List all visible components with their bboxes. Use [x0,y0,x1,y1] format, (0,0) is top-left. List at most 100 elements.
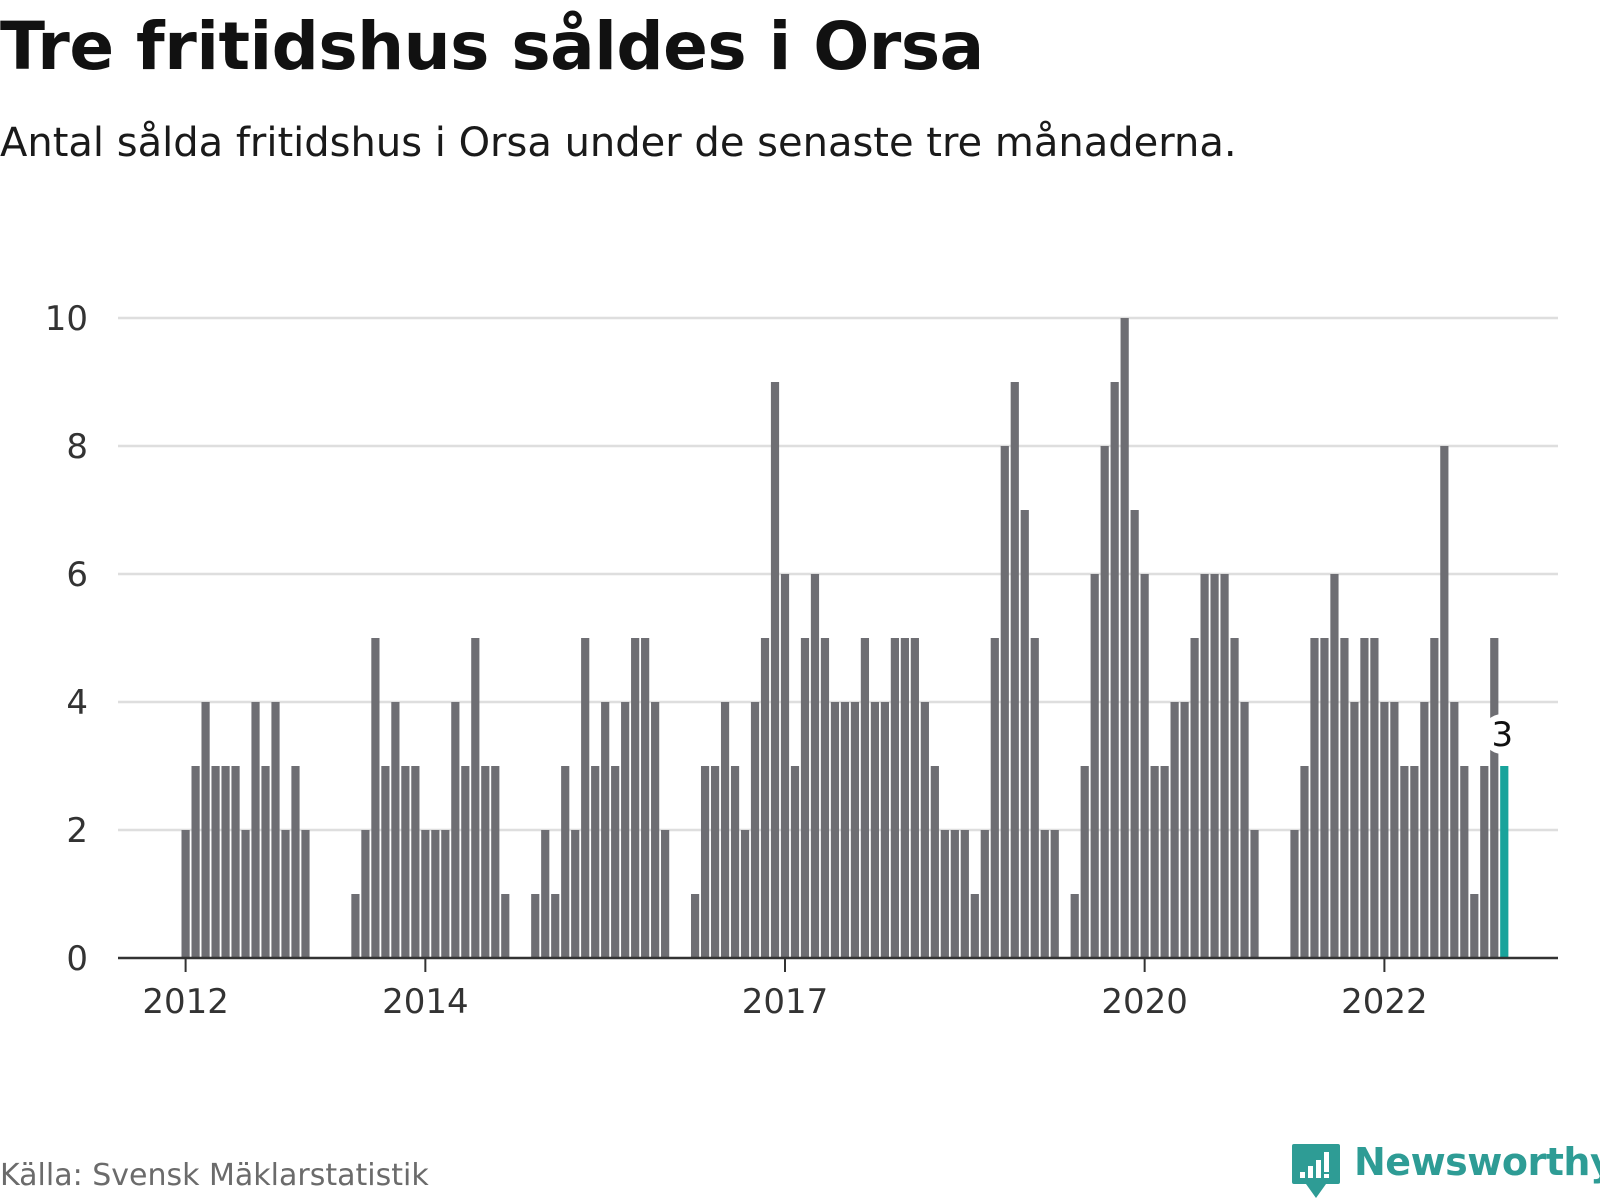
chart-subtitle: Antal sålda fritidshus i Orsa under de s… [0,120,1237,166]
y-tick-label: 10 [45,299,88,339]
bar [1410,766,1419,958]
bar [1400,766,1409,958]
bar [860,638,870,958]
bar [421,830,430,958]
bar [940,830,949,958]
bar [900,638,909,958]
bar [740,830,750,958]
x-tick-label: 2014 [382,982,469,1022]
bar [1320,638,1329,958]
bar [730,766,740,958]
x-axis-ticks: 2012 2014 2017 2020 2022 [142,958,1428,1022]
bar [830,702,840,958]
bar [471,638,480,958]
bar [251,702,260,958]
bar [850,702,860,958]
bar [221,766,230,958]
bar [1050,830,1059,958]
bar [1360,638,1369,958]
bar [1300,766,1309,958]
bar [441,830,450,958]
bar [271,702,280,958]
bar [1080,766,1089,958]
bar [551,894,560,958]
bar [710,766,720,958]
data-labels: 3 [1482,714,1523,755]
bar [1350,702,1359,958]
bar [191,766,200,958]
bar [641,638,650,958]
bar [261,766,270,958]
bar [1090,574,1099,958]
bar [1150,766,1159,958]
bar [361,830,370,958]
bar [1020,510,1029,958]
bar [1420,702,1429,958]
bar [581,638,590,958]
bar [760,638,770,958]
bar [1110,382,1119,958]
bar [571,830,580,958]
bar [980,830,989,958]
bar [930,766,939,958]
bar [1000,446,1009,958]
bar [960,830,969,958]
bar [750,702,760,958]
bar [1220,574,1229,958]
bar [491,766,500,958]
bar [1170,702,1179,958]
bar [1290,830,1299,958]
bar [790,766,800,958]
bar [621,702,630,958]
bar [661,830,670,958]
bar [910,638,919,958]
bar [700,766,710,958]
data-label: 3 [1491,715,1513,755]
bar [391,702,400,958]
bar [531,894,540,958]
bar [1030,638,1039,958]
y-tick-label: 8 [66,427,88,467]
bar [1140,574,1149,958]
x-tick-label: 2017 [742,982,829,1022]
y-tick-label: 4 [66,683,88,723]
bar [401,766,410,958]
bar [1250,830,1259,958]
bar [1490,638,1499,958]
bar [1180,702,1189,958]
bar [541,830,550,958]
bar [1310,638,1319,958]
bar [1100,446,1109,958]
bar [451,702,460,958]
bar [920,702,929,958]
bar [611,766,620,958]
bar [461,766,470,958]
x-tick-label: 2020 [1101,982,1188,1022]
bar [1340,638,1349,958]
bar-chart: 0 2 4 6 8 10 2012 2014 2017 2020 2022 3 [45,299,1558,1022]
bar [810,574,820,958]
bar [651,702,660,958]
bar [870,702,880,958]
bar [1440,446,1449,958]
bar [690,894,700,958]
x-tick-label: 2012 [142,982,229,1022]
bar [800,638,810,958]
bar [1430,638,1439,958]
bar [720,702,730,958]
bar [601,702,610,958]
bar [1230,638,1239,958]
bar [301,830,310,958]
bar [291,766,300,958]
bar [1040,830,1049,958]
source-note: Källa: Svensk Mäklarstatistik [0,1158,429,1193]
bar [381,766,390,958]
bar [481,766,490,958]
bar [1240,702,1249,958]
bar [1120,318,1129,958]
bar [970,894,979,958]
bar [411,766,420,958]
bar [1190,638,1199,958]
bar [1460,766,1469,958]
newsworthy-logo: Newsworthy [1290,1140,1600,1198]
